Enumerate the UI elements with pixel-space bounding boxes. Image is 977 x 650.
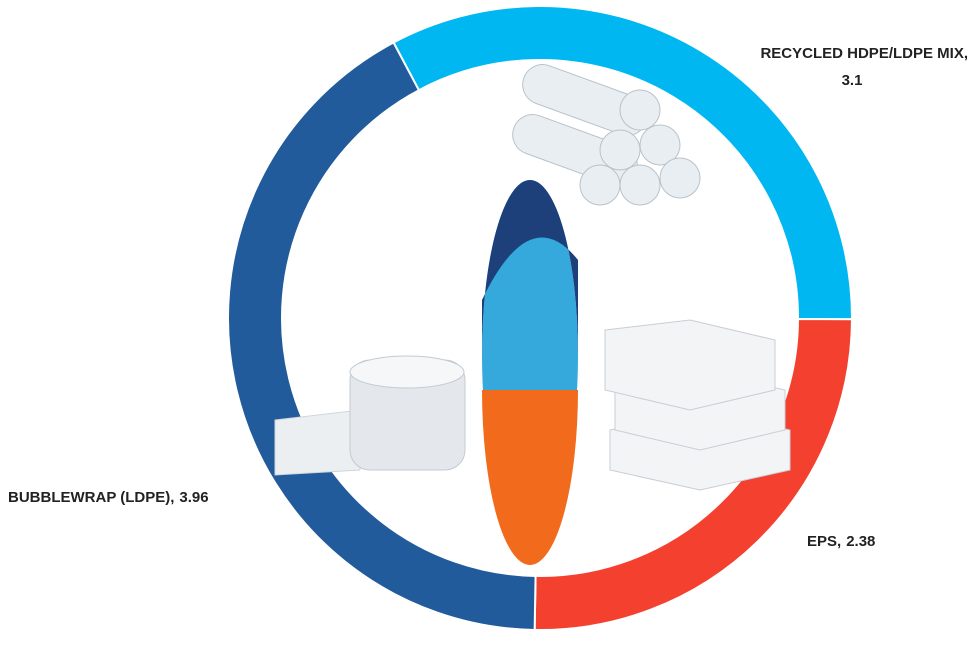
slice-label: BUBBLEWRAP (LDPE), 3.96 bbox=[8, 489, 209, 506]
surfboard bbox=[482, 180, 578, 565]
illustrations bbox=[274, 64, 791, 565]
bubblewrap bbox=[274, 355, 466, 476]
film-rolls bbox=[512, 64, 701, 206]
eps-foam bbox=[604, 319, 791, 491]
value-label: 3.96 bbox=[179, 489, 208, 506]
slice-label: EPS, 2.38 bbox=[807, 533, 875, 550]
value-label: 2.38 bbox=[846, 533, 875, 550]
category-name: RECYCLED HDPE/LDPE MIX, bbox=[760, 45, 968, 62]
slice-label: RECYCLED HDPE/LDPE MIX, 3.1 bbox=[760, 45, 968, 89]
category-name: EPS, bbox=[807, 533, 841, 550]
donut-segment bbox=[227, 41, 537, 631]
value-label: 3.1 bbox=[842, 72, 863, 89]
category-name: BUBBLEWRAP (LDPE), bbox=[8, 489, 174, 506]
